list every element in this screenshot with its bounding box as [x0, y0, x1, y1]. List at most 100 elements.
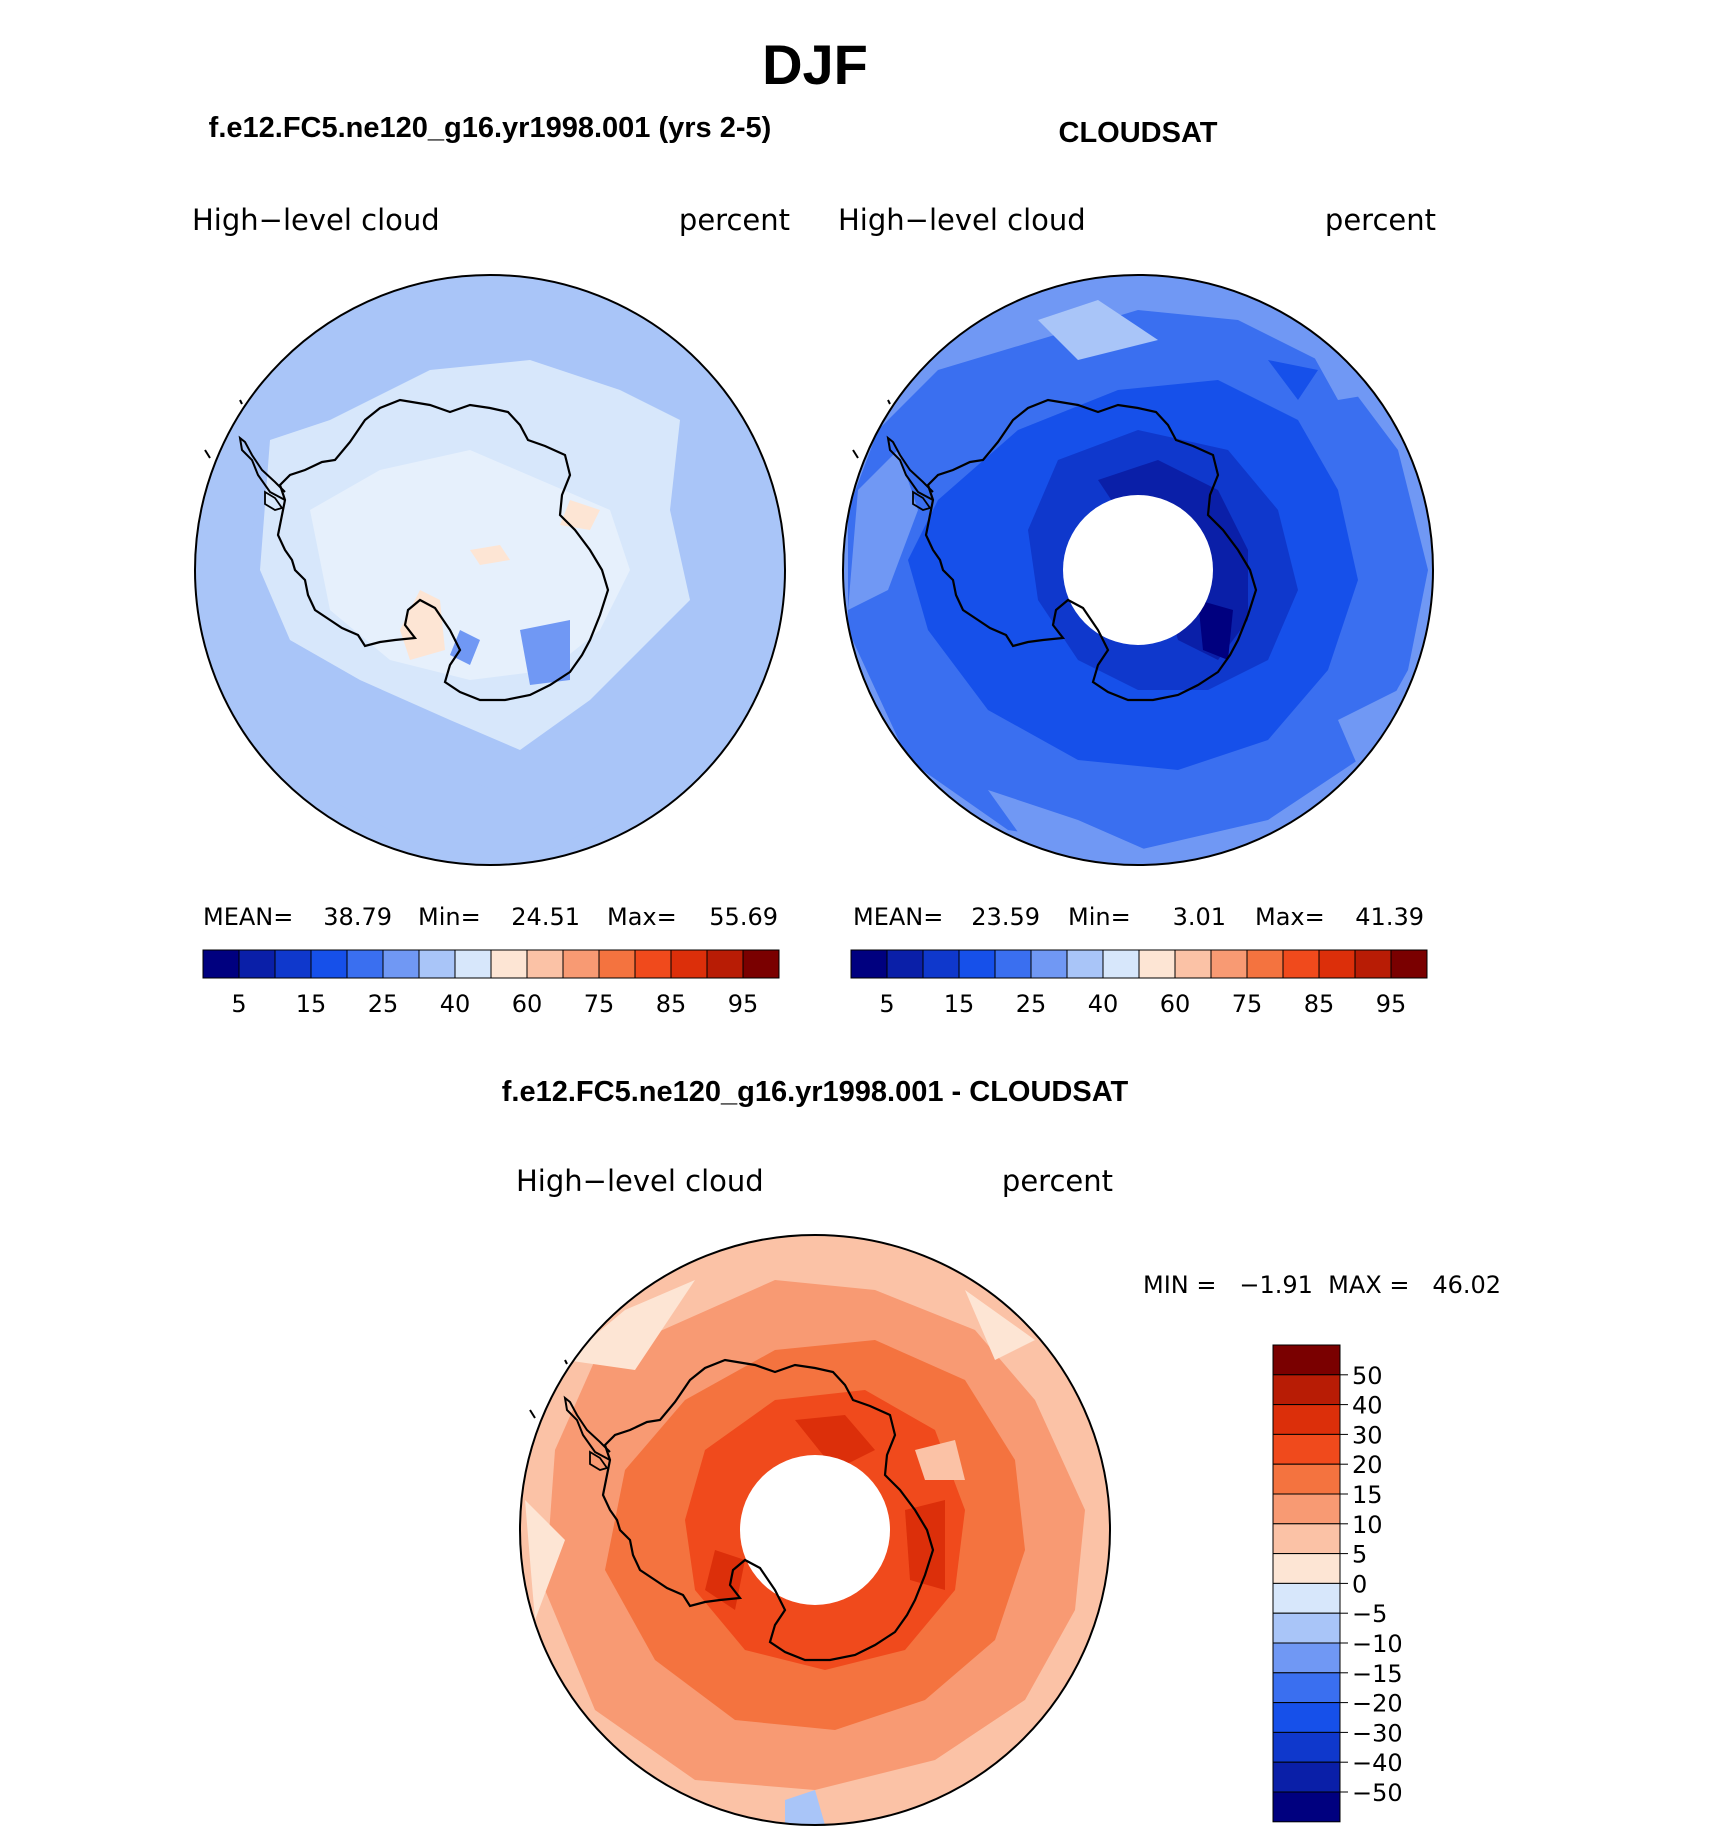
colorbar-swatch [1272, 1374, 1341, 1406]
colorbar-swatch [382, 949, 420, 979]
model-variable-label: High−level cloud [192, 203, 440, 237]
figure-title: DJF [762, 33, 868, 96]
colorbar-tick-label: 60 [512, 990, 543, 1018]
colorbar-swatch [598, 949, 636, 979]
colorbar-swatch [1102, 949, 1140, 979]
model-panel: f.e12.FC5.ne120_g16.yr1998.001 (yrs 2-5)… [192, 112, 790, 1018]
colorbar-swatch [238, 949, 276, 979]
obs-polar-map [842, 274, 1434, 866]
colorbar-tick-label: 40 [1352, 1392, 1383, 1420]
colorbar-swatch [202, 949, 240, 979]
colorbar-swatch [1272, 1553, 1341, 1584]
colorbar-swatch [1282, 949, 1320, 979]
colorbar-swatch [454, 949, 492, 979]
colorbar-swatch [1272, 1463, 1341, 1495]
colorbar-swatch [1210, 949, 1248, 979]
model-panel-title: f.e12.FC5.ne120_g16.yr1998.001 (yrs 2-5) [209, 112, 772, 144]
colorbar-swatch [958, 949, 996, 979]
colorbar-swatch [418, 949, 456, 979]
colorbar-swatch [706, 949, 744, 979]
model-max-value: 55.69 [709, 903, 778, 931]
colorbar-tick-label: 5 [1352, 1541, 1367, 1569]
colorbar-tick-label: 15 [296, 990, 327, 1018]
model-mean-value: 38.79 [323, 903, 392, 931]
model-units-label: percent [679, 203, 790, 237]
obs-max-value: 41.39 [1355, 903, 1424, 931]
colorbar-tick-label: 0 [1352, 1570, 1367, 1598]
obs-units-label: percent [1325, 203, 1436, 237]
colorbar-tick-label: 5 [231, 990, 246, 1018]
model-mean-label: MEAN= [203, 903, 293, 931]
colorbar-tick-label: −50 [1352, 1779, 1403, 1807]
colorbar-tick-label: −15 [1352, 1660, 1403, 1688]
colorbar-tick-label: −30 [1352, 1719, 1403, 1747]
colorbar-swatch [1272, 1702, 1341, 1733]
colorbar-swatch [1272, 1344, 1341, 1376]
colorbar-swatch [1272, 1404, 1341, 1435]
obs-min-label: Min= [1068, 903, 1131, 931]
colorbar-tick-label: 15 [944, 990, 975, 1018]
colorbar-swatch [310, 949, 348, 979]
colorbar-swatch [634, 949, 672, 979]
colorbar-tick-label: 20 [1352, 1451, 1383, 1479]
model-min-value: 24.51 [511, 903, 580, 931]
diff-panel: f.e12.FC5.ne120_g16.yr1998.001 - CLOUDSA… [502, 1076, 1501, 1826]
colorbar-swatch [562, 949, 600, 979]
colorbar-tick-label: 75 [1232, 990, 1263, 1018]
colorbar-swatch [850, 949, 888, 979]
colorbar-swatch [1318, 949, 1356, 979]
colorbar-tick-label: −20 [1352, 1690, 1403, 1718]
colorbar-swatch [1246, 949, 1284, 979]
colorbar-swatch [886, 949, 924, 979]
colorbar-tick-label: −40 [1352, 1749, 1403, 1777]
colorbar-tick-label: 85 [1304, 990, 1335, 1018]
colorbar-tick-label: 85 [656, 990, 687, 1018]
colorbar-swatch [994, 949, 1032, 979]
model-max-label: Max= [607, 903, 677, 931]
model-stats: MEAN= 38.79 Min= 24.51 Max= 55.69 [203, 903, 778, 931]
obs-mean-value: 23.59 [971, 903, 1040, 931]
colorbar-swatch [1354, 949, 1392, 979]
colorbar-tick-label: 40 [1088, 990, 1119, 1018]
colorbar-swatch [1272, 1612, 1341, 1644]
obs-min-value: 3.01 [1173, 903, 1226, 931]
colorbar-tick-label: 60 [1160, 990, 1191, 1018]
colorbar-swatch [1272, 1493, 1341, 1525]
obs-variable-label: High−level cloud [838, 203, 1086, 237]
obs-mean-label: MEAN= [853, 903, 943, 931]
colorbar-tick-label: 40 [440, 990, 471, 1018]
colorbar-swatch [922, 949, 960, 979]
colorbar-swatch [1030, 949, 1068, 979]
obs-colorbar: 5 15 25 40 60 75 85 95 [850, 949, 1428, 1018]
model-colorbar: 5 15 25 40 60 75 85 95 [202, 949, 780, 1018]
diff-panel-title: f.e12.FC5.ne120_g16.yr1998.001 - CLOUDSA… [502, 1076, 1129, 1108]
colorbar-swatch [1390, 949, 1428, 979]
colorbar-swatch [1272, 1731, 1341, 1763]
colorbar-swatch [1272, 1761, 1341, 1793]
colorbar-tick-label: 95 [728, 990, 759, 1018]
colorbar-tick-label: 75 [584, 990, 615, 1018]
colorbar-swatch [1066, 949, 1104, 979]
colorbar-tick-label: 5 [879, 990, 894, 1018]
obs-max-label: Max= [1255, 903, 1325, 931]
colorbar-tick-label: 50 [1352, 1362, 1383, 1390]
model-min-label: Min= [418, 903, 481, 931]
colorbar-swatch [1138, 949, 1176, 979]
diff-minmax-label: MIN = −1.91 MAX = 46.02 [1143, 1271, 1501, 1299]
colorbar-tick-label: 10 [1352, 1511, 1383, 1539]
diff-variable-label: High−level cloud [516, 1164, 764, 1198]
colorbar-swatch [670, 949, 708, 979]
colorbar-swatch [1272, 1791, 1341, 1823]
obs-panel: CLOUDSAT High−level cloud percent [838, 117, 1436, 1018]
colorbar-tick-label: 95 [1376, 990, 1407, 1018]
colorbar-swatch [1272, 1433, 1341, 1465]
colorbar-swatch [1272, 1523, 1341, 1555]
diff-units-label: percent [1002, 1164, 1113, 1198]
obs-panel-title: CLOUDSAT [1059, 117, 1218, 149]
colorbar-tick-label: −10 [1352, 1630, 1403, 1658]
colorbar-tick-label: −5 [1352, 1600, 1387, 1628]
colorbar-swatch [526, 949, 564, 979]
colorbar-swatch [1272, 1582, 1341, 1614]
model-polar-map [194, 274, 786, 866]
